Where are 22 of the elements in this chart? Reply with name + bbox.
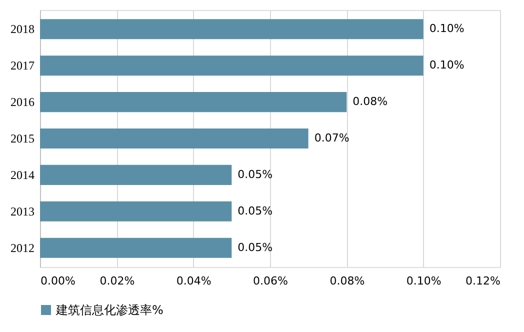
data-label: 0.10% bbox=[429, 22, 464, 36]
data-label: 0.10% bbox=[429, 58, 464, 72]
x-tick-label: 0.10% bbox=[406, 274, 442, 288]
data-label: 0.05% bbox=[238, 240, 273, 254]
data-label: 0.07% bbox=[314, 132, 350, 144]
x-tick-label: 0.02% bbox=[100, 274, 135, 288]
legend-label: 建筑信息化渗透率% bbox=[55, 303, 164, 317]
y-tick-label: 2013 bbox=[10, 204, 34, 218]
y-tick-label: 2018 bbox=[10, 22, 34, 36]
x-tick-label: 0.06% bbox=[253, 274, 288, 288]
data-label: 0.08% bbox=[352, 95, 388, 108]
x-tick-label: 0.04% bbox=[176, 274, 212, 288]
data-label: 0.05% bbox=[238, 204, 273, 218]
y-tick-label: 2016 bbox=[10, 95, 34, 110]
y-tick-label: 2015 bbox=[10, 132, 34, 146]
y-tick-label: 2014 bbox=[10, 168, 34, 182]
x-tick-label: 0.12% bbox=[466, 274, 500, 288]
x-tick-label: 0.08% bbox=[330, 274, 365, 288]
x-tick-label: 0.00% bbox=[40, 274, 76, 288]
data-label: 0.05% bbox=[238, 168, 273, 181]
y-tick-label: 2017 bbox=[10, 58, 34, 73]
y-tick-label: 2012 bbox=[10, 240, 34, 255]
